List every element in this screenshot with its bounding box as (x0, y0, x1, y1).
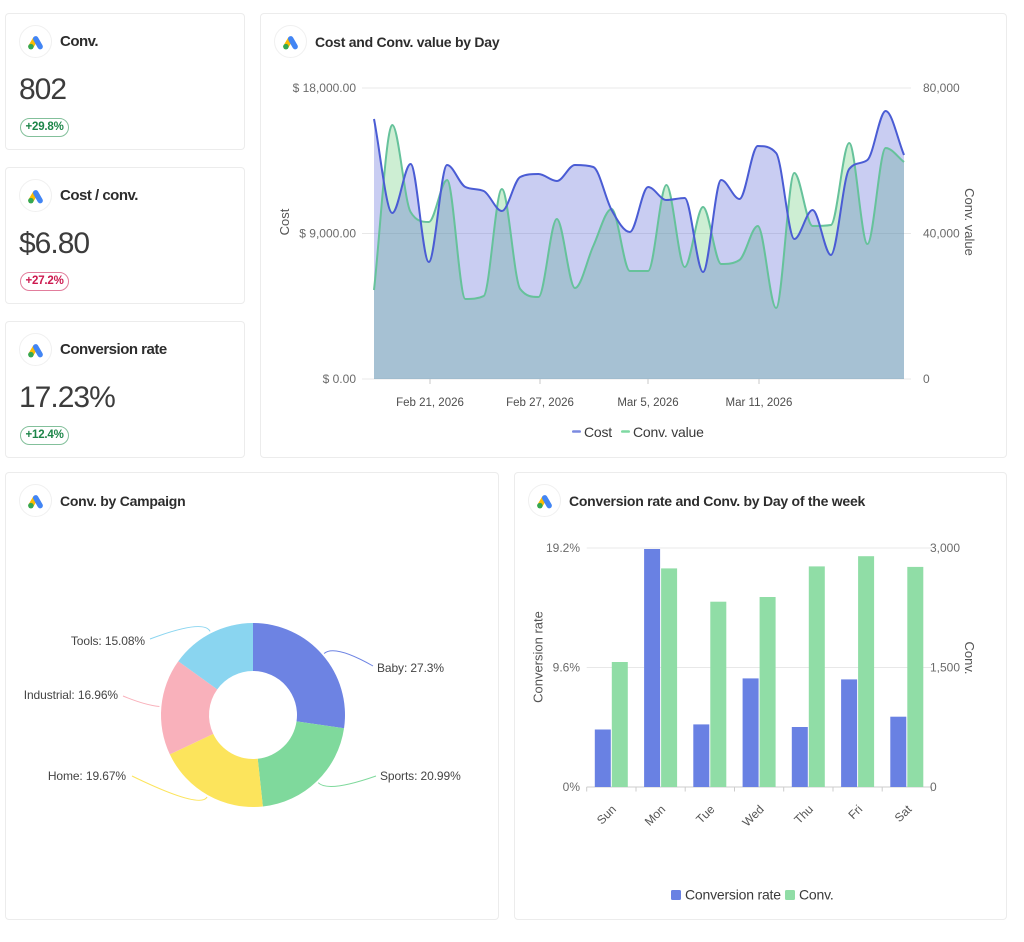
svg-text:Cost: Cost (584, 424, 612, 440)
svg-text:40,000: 40,000 (923, 227, 960, 241)
svg-text:Tools: 15.08%: Tools: 15.08% (71, 634, 146, 648)
svg-text:19.2%: 19.2% (546, 541, 580, 555)
svg-text:Mar 5, 2026: Mar 5, 2026 (617, 397, 678, 409)
svg-text:Conv. value: Conv. value (962, 188, 977, 256)
svg-text:Sun: Sun (594, 802, 619, 827)
svg-text:Mon: Mon (642, 802, 668, 828)
svg-text:Home: 19.67%: Home: 19.67% (48, 769, 127, 783)
svg-text:Feb 27, 2026: Feb 27, 2026 (506, 397, 574, 409)
svg-text:Tue: Tue (693, 802, 717, 826)
svg-text:Conv.: Conv. (962, 642, 977, 675)
svg-text:Sat: Sat (892, 802, 915, 825)
svg-text:Conv. value: Conv. value (633, 424, 704, 440)
svg-text:80,000: 80,000 (923, 81, 960, 95)
svg-text:9.6%: 9.6% (553, 661, 581, 675)
svg-text:Conversion rate: Conversion rate (531, 611, 546, 703)
svg-text:Thu: Thu (791, 802, 816, 827)
svg-text:Industrial: 16.96%: Industrial: 16.96% (24, 688, 119, 702)
svg-text:Wed: Wed (740, 802, 767, 829)
svg-text:0%: 0% (563, 780, 581, 794)
svg-text:1,500: 1,500 (930, 661, 960, 675)
svg-text:$ 0.00: $ 0.00 (323, 372, 357, 386)
svg-text:0: 0 (930, 780, 937, 794)
svg-text:Cost: Cost (277, 208, 292, 235)
svg-text:Fri: Fri (845, 802, 865, 822)
svg-text:0: 0 (923, 372, 930, 386)
svg-text:Sports: 20.99%: Sports: 20.99% (380, 769, 461, 783)
svg-text:$ 9,000.00: $ 9,000.00 (299, 227, 356, 241)
svg-text:3,000: 3,000 (930, 541, 960, 555)
svg-text:Mar 11, 2026: Mar 11, 2026 (726, 397, 793, 409)
svg-text:Baby: 27.3%: Baby: 27.3% (377, 661, 444, 675)
svg-text:Feb 21, 2026: Feb 21, 2026 (396, 397, 464, 409)
svg-text:Conv.: Conv. (799, 887, 834, 903)
svg-text:Conversion rate: Conversion rate (685, 887, 781, 903)
svg-text:$ 18,000.00: $ 18,000.00 (293, 81, 357, 95)
